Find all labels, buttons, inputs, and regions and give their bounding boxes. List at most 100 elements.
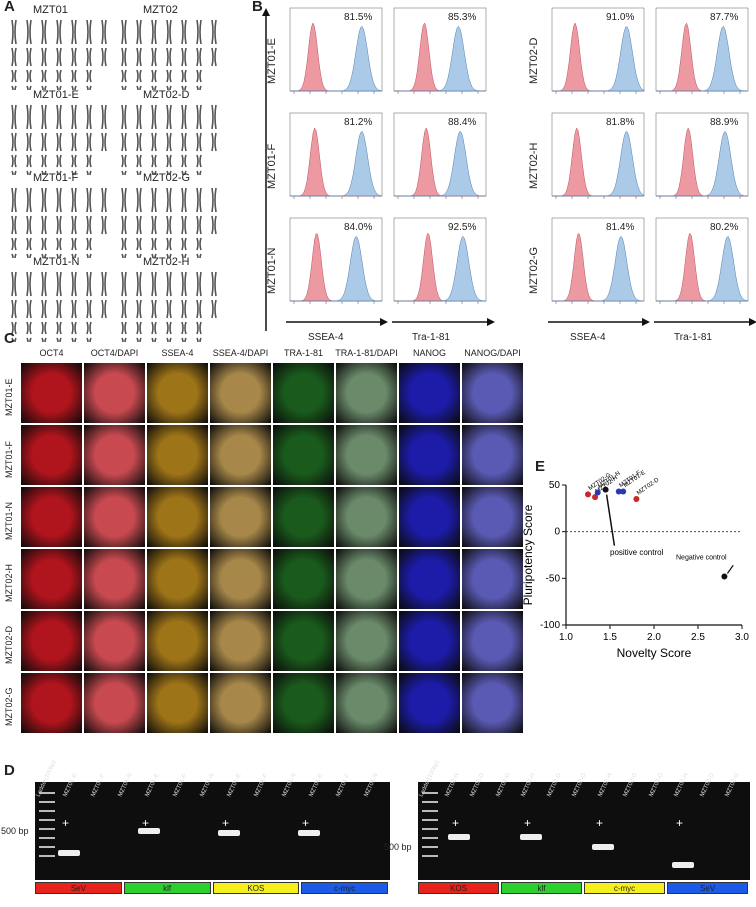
stained-sample-histogram bbox=[394, 235, 487, 302]
chromosome-pair bbox=[86, 299, 92, 319]
micrograph-tile bbox=[146, 424, 209, 486]
chromosome-pair bbox=[151, 132, 157, 152]
micrograph-tile bbox=[272, 362, 335, 424]
flow-histogram bbox=[393, 217, 487, 304]
micrograph-tile bbox=[146, 486, 209, 548]
micrograph-tile bbox=[335, 548, 398, 610]
chromosome-pair bbox=[101, 47, 107, 67]
stained-sample-histogram bbox=[290, 130, 383, 197]
chromosome-pair bbox=[136, 337, 142, 342]
stained-sample-histogram bbox=[394, 130, 486, 197]
micrograph-tile bbox=[83, 610, 146, 672]
micrograph-tile bbox=[461, 362, 524, 424]
positive-marker: + bbox=[524, 816, 532, 830]
chromosome-pair bbox=[166, 337, 172, 342]
chromosome-pair bbox=[166, 104, 172, 130]
flow-row-label: MZT02-D bbox=[528, 37, 540, 84]
flow-histogram bbox=[289, 7, 383, 94]
y-tick-label: -100 bbox=[540, 620, 560, 631]
chromosome-pair bbox=[71, 170, 77, 175]
flow-histogram bbox=[551, 7, 645, 94]
stained-sample-histogram bbox=[656, 235, 749, 302]
chromosome-pair bbox=[26, 337, 32, 342]
chromosome-pair bbox=[136, 69, 142, 83]
chromosome-pair bbox=[121, 321, 127, 335]
chromosome-pair bbox=[211, 132, 217, 152]
karyotype-label: MZT01-E bbox=[33, 89, 79, 101]
chromosome-pair bbox=[151, 104, 157, 130]
chromosome-pair bbox=[11, 154, 17, 168]
chromosome-pair bbox=[151, 154, 157, 168]
primer-group-bar: klf bbox=[123, 882, 211, 894]
primer-group-bar: KOS bbox=[212, 882, 300, 894]
chromosome-pair bbox=[56, 237, 62, 251]
stain-column-header: NANOG/DAPI bbox=[464, 348, 521, 358]
chromosome-pair bbox=[136, 321, 142, 335]
micrograph-tile bbox=[398, 548, 461, 610]
chromosome-pair bbox=[196, 85, 202, 90]
micrograph-tile bbox=[209, 548, 272, 610]
chromosome-pair bbox=[166, 271, 172, 297]
flow-histogram bbox=[393, 7, 487, 94]
chromosome-pair bbox=[136, 237, 142, 251]
chromosome-pair bbox=[56, 215, 62, 235]
data-point bbox=[602, 486, 609, 493]
agarose-gel bbox=[418, 782, 750, 880]
chromosome-pair bbox=[196, 104, 202, 130]
data-point bbox=[620, 488, 627, 495]
micrograph-tile bbox=[335, 486, 398, 548]
flow-histogram bbox=[393, 112, 487, 199]
flow-y-axis bbox=[262, 8, 270, 331]
karyotype-label: MZT02-D bbox=[143, 89, 190, 101]
chromosome-pair bbox=[41, 132, 47, 152]
ladder-band bbox=[422, 855, 438, 857]
chromosome-pair bbox=[151, 337, 157, 342]
y-tick-label: -50 bbox=[546, 573, 561, 584]
chromosome-pair bbox=[41, 104, 47, 130]
micrograph-tile bbox=[20, 610, 83, 672]
micrograph-tile bbox=[209, 610, 272, 672]
micrograph-tile bbox=[272, 548, 335, 610]
chromosome-pair bbox=[56, 253, 62, 258]
chromosome-pair bbox=[71, 104, 77, 130]
micrograph-tile bbox=[461, 486, 524, 548]
chromosome-pair bbox=[166, 19, 172, 45]
positive-control-arrow bbox=[605, 494, 616, 546]
chromosome-pair bbox=[11, 321, 17, 335]
micrograph-tile bbox=[146, 610, 209, 672]
chromosome-pair bbox=[136, 187, 142, 213]
chromosome-pair bbox=[71, 215, 77, 235]
micrograph-tile bbox=[20, 548, 83, 610]
chromosome-pair bbox=[196, 170, 202, 175]
primer-group-bar: klf bbox=[501, 882, 582, 894]
flow-row-label: MZT02-G bbox=[528, 246, 540, 294]
micrograph-tile bbox=[335, 424, 398, 486]
stain-column-header: NANOG bbox=[412, 348, 446, 358]
size-marker-label: 500 bp bbox=[384, 842, 412, 852]
axis-arrowhead bbox=[749, 318, 756, 326]
chromosome-pair bbox=[211, 47, 217, 67]
positive-percentage: 85.3% bbox=[448, 12, 477, 23]
chromosome-pair bbox=[166, 154, 172, 168]
chromosome-pair bbox=[196, 271, 202, 297]
karyotype-chromosomes bbox=[11, 104, 107, 175]
positive-marker: + bbox=[222, 816, 230, 830]
chromosome-pair bbox=[151, 253, 157, 258]
chromosome-pair bbox=[56, 299, 62, 319]
chromosome-pair bbox=[86, 271, 92, 297]
chromosome-pair bbox=[136, 47, 142, 67]
flow-histogram bbox=[551, 112, 645, 199]
micrograph-tile bbox=[209, 672, 272, 734]
chromosome-pair bbox=[11, 187, 17, 213]
chromosome-pair bbox=[181, 337, 187, 342]
chromosome-pair bbox=[181, 170, 187, 175]
chromosome-pair bbox=[196, 19, 202, 45]
pcr-band bbox=[592, 844, 614, 850]
positive-percentage: 87.7% bbox=[710, 12, 739, 23]
chromosome-pair bbox=[26, 187, 32, 213]
chromosome-pair bbox=[121, 237, 127, 251]
micrograph-tile bbox=[83, 362, 146, 424]
micrograph-tile bbox=[272, 486, 335, 548]
stained-sample-histogram bbox=[552, 26, 645, 92]
stain-row-label: MZT02-G bbox=[4, 687, 14, 726]
